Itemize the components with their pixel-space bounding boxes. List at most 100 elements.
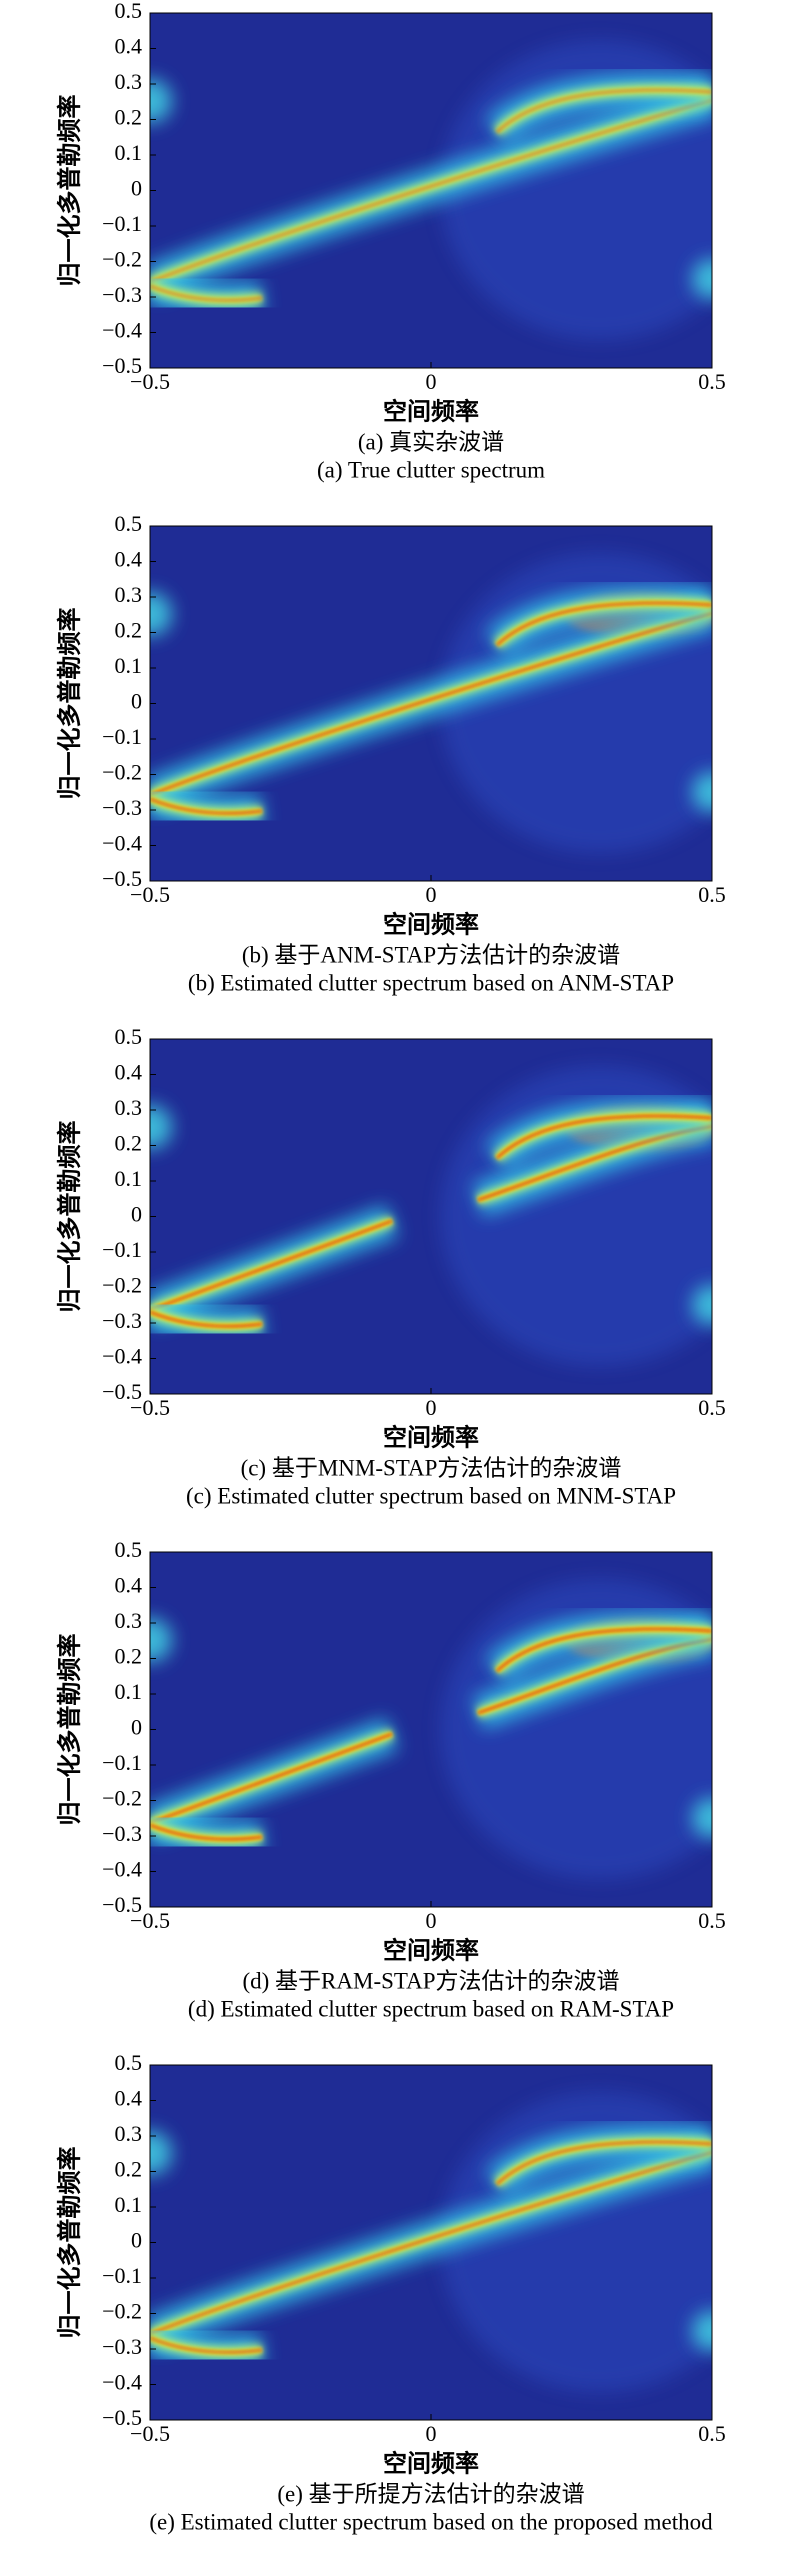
y-tick-label: −0.3	[102, 1308, 142, 1333]
spectrum-spot	[692, 1798, 712, 1838]
spectrum-peak	[150, 1310, 263, 1328]
spectrum-spot	[150, 79, 172, 123]
y-tick-label: 0.5	[115, 1024, 143, 1049]
y-tick-label: 0.5	[115, 0, 143, 23]
y-tick-label: −0.4	[102, 1344, 142, 1369]
x-tick-label: −0.5	[130, 882, 170, 907]
y-tick-label: 0.5	[115, 1537, 143, 1562]
y-tick-label: 0.3	[115, 1095, 143, 1120]
x-axis-label: 空间频率	[383, 1424, 479, 1452]
x-axis-label: 空间频率	[383, 1937, 479, 1965]
spectrum-spot	[692, 259, 712, 299]
spectrum-peak	[150, 284, 263, 302]
x-axis-label: 空间频率	[383, 398, 479, 426]
y-tick-label: −0.2	[102, 1786, 142, 1811]
y-tick-label: 0.2	[115, 105, 143, 130]
y-tick-label: 0.2	[115, 618, 143, 643]
spectrum-spot	[150, 1618, 172, 1662]
y-tick-label: 0.2	[115, 1644, 143, 1669]
panel: 0.5 0.4 0.3 0.2 0.1 0 −0.1 −0.2 −0.3 −0.4 −0.5−0.5…	[56, 2050, 726, 2534]
spectrum-peak	[496, 88, 712, 133]
y-tick-label: 0.5	[115, 2050, 143, 2075]
y-tick-label: 0.2	[115, 2157, 143, 2182]
spectrum-peak	[150, 1732, 393, 1825]
y-tick-label: −0.5	[102, 1892, 142, 1917]
y-tick-label: 0.3	[115, 1608, 143, 1633]
y-tick-label: 0.4	[115, 34, 143, 59]
spectrum-peak	[150, 611, 712, 797]
y-tick-label: −0.1	[102, 211, 142, 236]
y-tick-label: −0.3	[102, 2334, 142, 2359]
y-tick-label: 0.1	[115, 653, 143, 678]
y-tick-label: 0.3	[115, 582, 143, 607]
panel: 0.5 0.4 0.3 0.2 0.1 0 −0.1 −0.2 −0.3 −0.4 −0.5−0.5…	[56, 1024, 726, 1508]
y-tick-label: 0	[131, 176, 142, 201]
spectrum-peak	[496, 1627, 712, 1672]
caption-en: (c) Estimated clutter spectrum based on …	[186, 1483, 676, 1508]
x-tick-label: 0	[426, 369, 437, 394]
spectrum-peak	[150, 1219, 393, 1312]
caption-zh: (b) 基于ANM-STAP方法估计的杂波谱	[242, 942, 620, 967]
panel: 0.5 0.4 0.3 0.2 0.1 0 −0.1 −0.2 −0.3 −0.4 −0.5−0.5…	[56, 1537, 726, 2021]
y-tick-label: 0.5	[115, 511, 143, 536]
caption-zh: (c) 基于MNM-STAP方法估计的杂波谱	[241, 1455, 622, 1480]
caption-zh: (d) 基于RAM-STAP方法估计的杂波谱	[242, 1968, 619, 1993]
panel: 0.5 0.4 0.3 0.2 0.1 0 −0.1 −0.2 −0.3 −0.4 −0.5−0.5…	[56, 511, 726, 995]
y-tick-label: −0.1	[102, 1750, 142, 1775]
spectrum-spot	[692, 2311, 712, 2351]
caption-en: (a) True clutter spectrum	[317, 457, 545, 482]
y-tick-label: −0.4	[102, 1857, 142, 1882]
caption-en: (e) Estimated clutter spectrum based on …	[149, 2509, 713, 2534]
y-tick-label: −0.3	[102, 282, 142, 307]
y-tick-label: 0.4	[115, 1573, 143, 1598]
y-tick-label: −0.5	[102, 2405, 142, 2430]
y-tick-label: 0.1	[115, 140, 143, 165]
x-tick-label: 0	[426, 1395, 437, 1420]
y-tick-label: 0.2	[115, 1131, 143, 1156]
x-tick-label: 0.5	[698, 882, 726, 907]
y-tick-label: −0.5	[102, 1379, 142, 1404]
y-axis-label: 归一化多普勒频率	[56, 608, 84, 800]
y-tick-label: 0	[131, 2228, 142, 2253]
spectrum-peak	[150, 98, 712, 284]
y-tick-label: −0.1	[102, 2263, 142, 2288]
x-tick-label: 0	[426, 1908, 437, 1933]
x-tick-label: 0.5	[698, 369, 726, 394]
y-tick-label: −0.1	[102, 1237, 142, 1262]
x-tick-label: 0.5	[698, 1395, 726, 1420]
heatmap	[150, 1039, 712, 1394]
y-tick-label: −0.2	[102, 247, 142, 272]
y-axis-label: 归一化多普勒频率	[56, 2147, 84, 2339]
heatmap	[150, 1552, 712, 1907]
spectrum-peak	[150, 2150, 712, 2336]
y-tick-label: −0.5	[102, 353, 142, 378]
y-tick-label: −0.4	[102, 318, 142, 343]
x-tick-label: −0.5	[130, 1908, 170, 1933]
spectrum-spot	[150, 592, 172, 636]
spectrum-peak	[150, 797, 263, 815]
heatmap	[150, 13, 712, 368]
y-tick-label: −0.4	[102, 2370, 142, 2395]
panel: 0.5 0.4 0.3 0.2 0.1 0 −0.1 −0.2 −0.3 −0.4 −0.5−0.5…	[56, 0, 726, 482]
y-tick-label: 0.3	[115, 69, 143, 94]
x-tick-label: −0.5	[130, 2421, 170, 2446]
y-tick-label: 0.4	[115, 1060, 143, 1085]
y-tick-label: 0.4	[115, 547, 143, 572]
y-tick-label: −0.5	[102, 866, 142, 891]
caption-en: (b) Estimated clutter spectrum based on …	[188, 970, 674, 995]
caption-en: (d) Estimated clutter spectrum based on …	[188, 1996, 674, 2021]
y-tick-label: 0.1	[115, 1679, 143, 1704]
y-tick-label: −0.1	[102, 724, 142, 749]
x-tick-label: −0.5	[130, 369, 170, 394]
y-tick-label: −0.2	[102, 1273, 142, 1298]
caption-zh: (e) 基于所提方法估计的杂波谱	[277, 2481, 584, 2506]
y-tick-label: −0.3	[102, 1821, 142, 1846]
spectrum-peak	[150, 2336, 263, 2354]
y-tick-label: 0.3	[115, 2121, 143, 2146]
y-axis-label: 归一化多普勒频率	[56, 1634, 84, 1826]
y-tick-label: 0	[131, 1715, 142, 1740]
spectrum-spot	[150, 2131, 172, 2175]
y-tick-label: −0.4	[102, 831, 142, 856]
y-tick-label: 0	[131, 689, 142, 714]
